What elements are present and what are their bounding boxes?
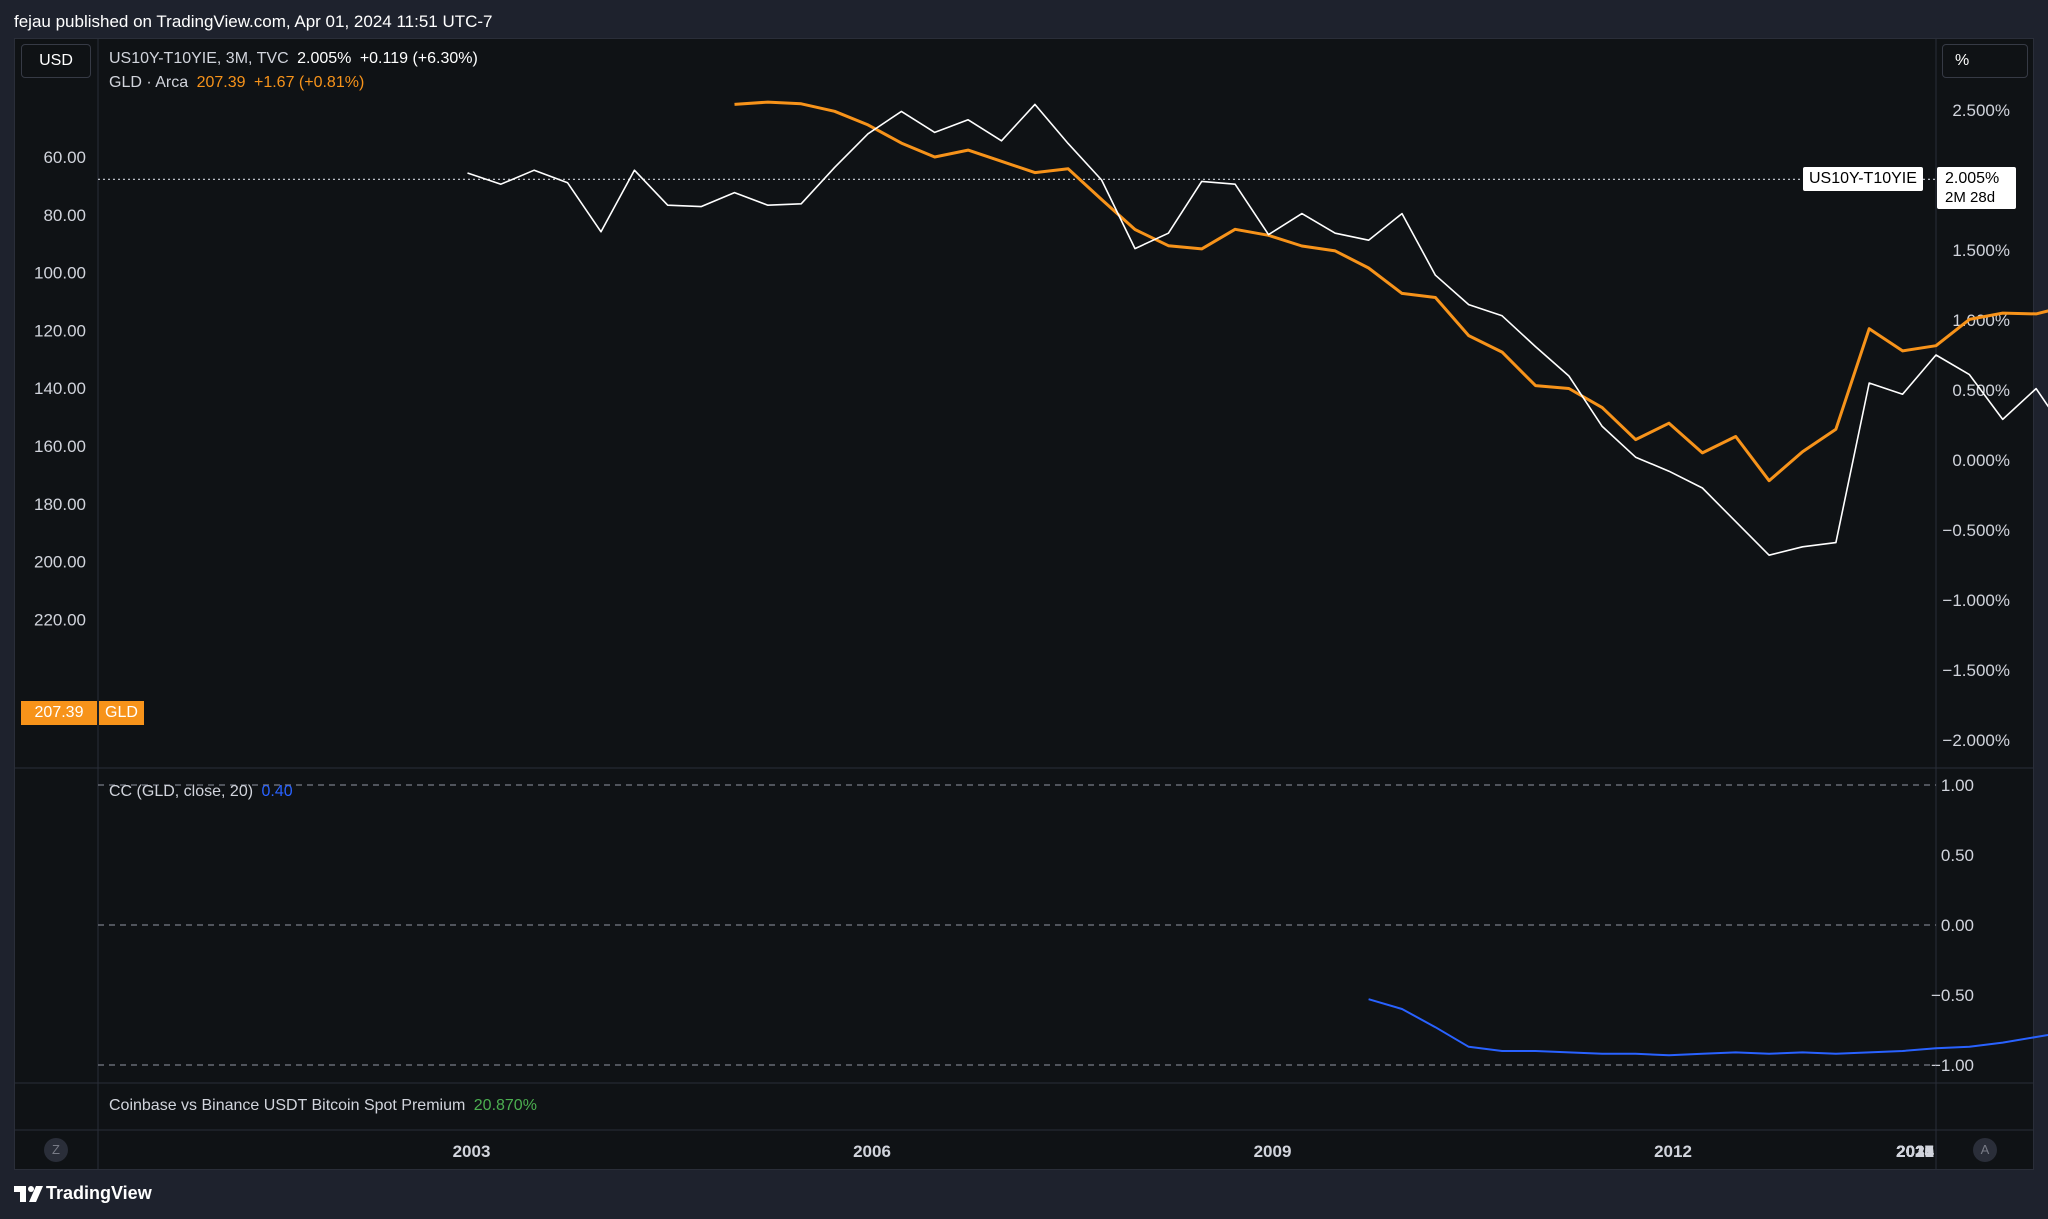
- premium-legend[interactable]: Coinbase vs Binance USDT Bitcoin Spot Pr…: [109, 1097, 541, 1115]
- time-axis-tick-label: 2024: [1896, 1142, 1934, 1161]
- main-change: +0.119 (+6.30%): [359, 50, 478, 67]
- time-axis-tick-label: 2021: [1896, 1142, 1934, 1161]
- left-axis-tick-label: 80.00: [43, 206, 86, 225]
- us10y-value: 2.005%: [1945, 170, 2000, 187]
- right-axis-tick-label: −0.500%: [1942, 521, 2010, 540]
- cc-value: 0.40: [261, 783, 293, 800]
- left-axis-tick-label: 140.00: [34, 379, 86, 398]
- main-last-value: 2.005%: [297, 50, 352, 67]
- right-axis-tick-label: −1.500%: [1942, 661, 2010, 680]
- us10y-name-tag: US10Y-T10YIE: [1803, 167, 1923, 191]
- tradingview-logo-icon: [14, 1186, 43, 1202]
- us10y-series-line[interactable]: [467, 103, 2048, 609]
- left-axis-tick-label: 220.00: [34, 610, 86, 629]
- cc-axis[interactable]: 1.00 0.50 0.00 −0.50 −1.00: [1931, 776, 1974, 1075]
- right-axis-tick-label: 1.500%: [1952, 241, 2010, 260]
- cc-axis-tick-label: −1.00: [1931, 1056, 1974, 1075]
- gld-symbol: GLD · Arca: [109, 74, 189, 91]
- main-series-legend[interactable]: US10Y-T10YIE, 3M, TVC 2.005% +0.119 (+6.…: [109, 50, 482, 68]
- percent-scale-button[interactable]: %: [1942, 44, 2028, 78]
- right-axis-tick-label: 2.500%: [1952, 101, 2010, 120]
- auto-scale-button[interactable]: A: [1973, 1138, 1997, 1162]
- gld-last-value: 207.39: [196, 74, 246, 91]
- zoom-reset-button[interactable]: Z: [44, 1138, 68, 1162]
- cc-axis-tick-label: 1.00: [1941, 776, 1974, 795]
- chart-frame: [14, 38, 2034, 1170]
- left-price-axis[interactable]: 60.00 80.00 100.00 120.00 140.00 160.00 180.00…: [34, 148, 86, 629]
- gld-change: +1.67 (+0.81%): [253, 74, 365, 91]
- time-axis[interactable]: 2003 2006 2009 2012 201520182021202420272030…: [453, 1142, 1935, 1161]
- time-axis-tick-label: 2033: [1896, 1142, 1934, 1161]
- time-axis-tick-label: 2012: [1654, 1142, 1692, 1161]
- cc-axis-tick-label: −0.50: [1931, 986, 1974, 1005]
- cc-axis-tick-label: 0.50: [1941, 846, 1974, 865]
- left-axis-tick-label: 180.00: [34, 495, 86, 514]
- left-axis-tick-label: 100.00: [34, 264, 86, 283]
- cc-axis-tick-label: 0.00: [1941, 916, 1974, 935]
- currency-scale-button[interactable]: USD: [21, 44, 91, 78]
- cc-label: CC (GLD, close, 20): [109, 783, 254, 800]
- main-symbol: US10Y-T10YIE, 3M, TVC: [109, 50, 289, 67]
- right-axis-tick-label: −1.000%: [1942, 591, 2010, 610]
- left-axis-tick-label: 120.00: [34, 321, 86, 340]
- time-axis-tick-label: 2006: [853, 1142, 891, 1161]
- premium-value: 20.870%: [473, 1097, 537, 1114]
- time-axis-tick-label: 2003: [453, 1142, 491, 1161]
- gld-legend[interactable]: GLD · Arca 207.39 +1.67 (+0.81%): [109, 74, 368, 92]
- time-axis-tick-label: 2027: [1896, 1142, 1934, 1161]
- left-axis-tick-label: 200.00: [34, 553, 86, 572]
- tradingview-brand: TradingView: [46, 1183, 152, 1203]
- us10y-value-tag: 2.005% 2M 28d: [1937, 167, 2016, 209]
- footer: [0, 1170, 2048, 1219]
- time-axis-tick-label: 2009: [1254, 1142, 1292, 1161]
- us10y-countdown: 2M 28d: [1945, 189, 1996, 206]
- gld-series-line[interactable]: [734, 100, 2048, 583]
- time-axis-tick-label: 2015: [1896, 1142, 1934, 1161]
- left-axis-tick-label: 160.00: [34, 437, 86, 456]
- published-header: fejau published on TradingView.com, Apr …: [0, 0, 2048, 38]
- left-axis-tick-label: 60.00: [43, 148, 86, 167]
- cc-legend[interactable]: CC (GLD, close, 20) 0.40: [109, 783, 297, 801]
- time-axis-tick-label: 20: [1915, 1142, 1934, 1161]
- gld-name-tag: GLD: [99, 701, 144, 725]
- time-axis-tick-label: 2018: [1896, 1142, 1934, 1161]
- gld-value-tag: 207.39: [21, 701, 97, 725]
- time-axis-tick-label: 2030: [1896, 1142, 1934, 1161]
- premium-label: Coinbase vs Binance USDT Bitcoin Spot Pr…: [109, 1097, 466, 1114]
- right-axis-tick-label: −2.000%: [1942, 731, 2010, 750]
- cc-series-line[interactable]: [1368, 869, 2048, 1064]
- right-axis-tick-label: 0.000%: [1952, 451, 2010, 470]
